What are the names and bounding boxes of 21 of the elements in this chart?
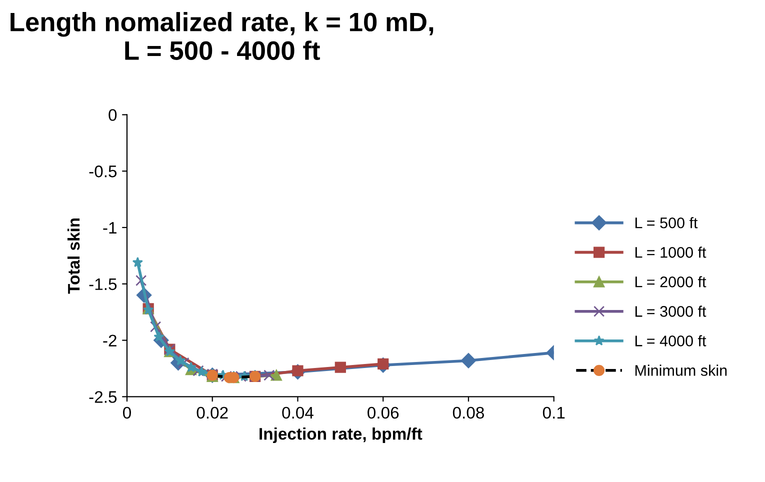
legend-label: Minimum skin [635, 364, 727, 376]
x-axis-title: Injection rate, bpm/ft [260, 428, 422, 444]
x-tick-label: 0.08 [452, 406, 484, 419]
legend-label: L = 500 ft [635, 217, 698, 228]
y-axis-title: Total skin [67, 218, 80, 294]
legend-label: L = 1000 ft [635, 246, 706, 258]
x-tick-label: 0.1 [542, 406, 565, 419]
x-tick-label: 0.02 [196, 406, 228, 419]
chart-title: Length nomalized rate, k = 10 mD, L = 500 - 4000 ft [10, 12, 434, 60]
y-tick-label: -1 [103, 222, 116, 234]
y-tick-label: 0 [108, 109, 117, 121]
x-tick-label: 0.06 [368, 406, 399, 419]
x-tick-label: 0 [123, 406, 131, 419]
legend-label: L = 2000 ft [635, 276, 706, 288]
x-tick-label: 0.04 [282, 406, 314, 419]
y-tick-label: -0.5 [89, 166, 117, 178]
legend-label: L = 3000 ft [635, 306, 706, 317]
legend-label: L = 4000 ft [635, 335, 706, 346]
y-tick-label: -2 [103, 334, 116, 346]
y-tick-label: -1.5 [89, 278, 117, 290]
y-tick-label: -2.5 [89, 391, 117, 403]
